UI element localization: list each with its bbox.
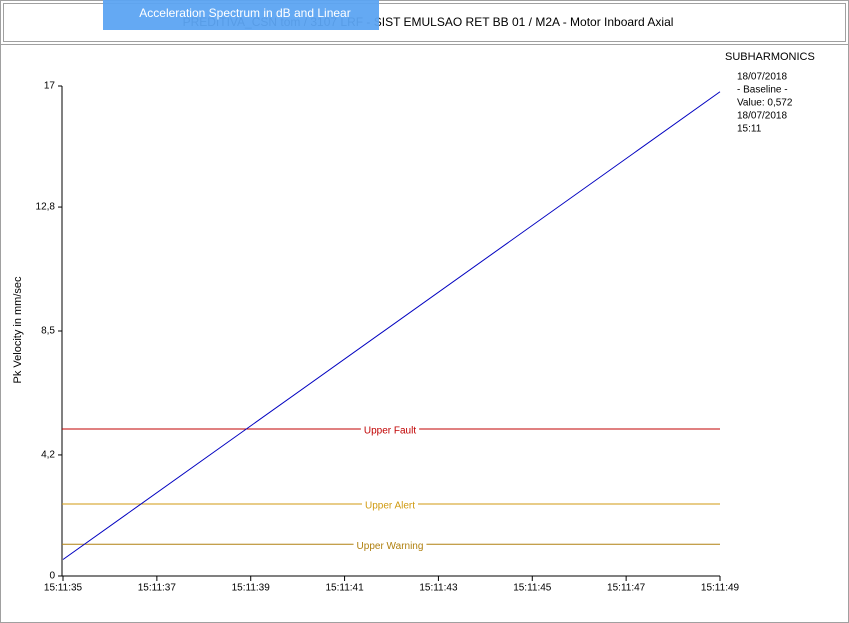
threshold-label-bg — [353, 539, 427, 552]
legend-line: Value: 0,572 — [737, 98, 793, 109]
legend-line: 18/07/2018 — [737, 72, 787, 83]
threshold-label: Upper Fault — [364, 426, 416, 437]
legend-line: 15:11 — [737, 124, 762, 135]
x-tick-label: 15:11:39 — [232, 583, 271, 594]
x-tick-label: 15:11:41 — [325, 583, 364, 594]
threshold-label-bg — [361, 498, 419, 511]
y-tick-label: 0 — [49, 571, 55, 582]
threshold-label-bg — [360, 424, 420, 436]
data-line — [62, 91, 721, 560]
x-tick-label: 15:11:47 — [607, 583, 646, 594]
threshold-label: Upper Alert — [365, 501, 415, 512]
x-tick-label: 15:11:49 — [701, 583, 740, 594]
y-tick-label: 4,2 — [41, 450, 55, 461]
y-tick-label: 8,5 — [41, 326, 55, 337]
x-tick-label: 15:11:37 — [138, 583, 177, 594]
y-tick-label: 12,8 — [36, 202, 56, 213]
x-tick-label: 15:11:35 — [44, 583, 83, 594]
x-tick-label: 15:11:43 — [419, 583, 458, 594]
tooltip — [103, 0, 379, 30]
legend-line: - Baseline - — [737, 85, 788, 96]
legend-title: SUBHARMONICS — [725, 51, 815, 63]
tooltip-text: Acceleration Spectrum in dB and Linear — [139, 6, 350, 20]
threshold-label: Upper Warning — [357, 541, 424, 552]
x-tick-label: 15:11:45 — [513, 583, 552, 594]
legend-line: 18/07/2018 — [737, 111, 787, 122]
y-axis-label: Pk Velocity in mm/sec — [12, 276, 24, 383]
y-tick-label: 17 — [44, 81, 56, 92]
